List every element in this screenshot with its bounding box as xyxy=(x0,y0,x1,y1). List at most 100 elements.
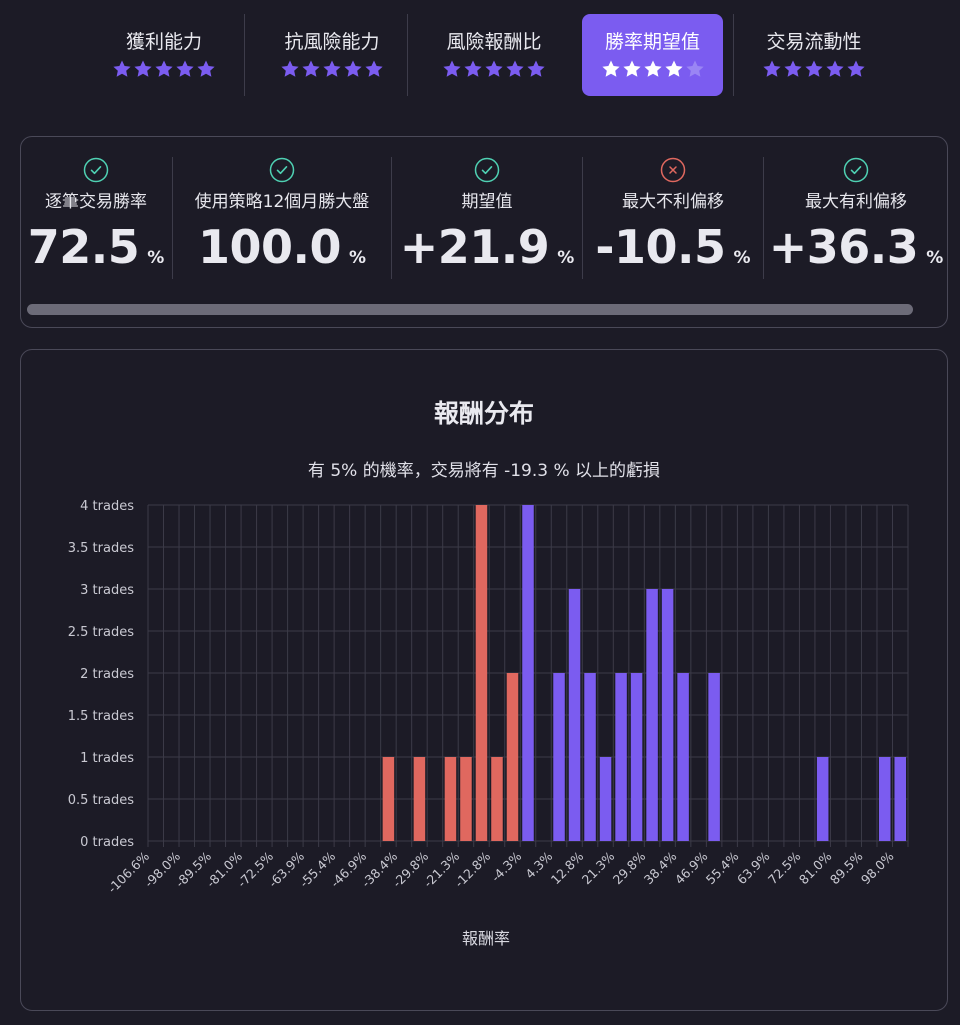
gain-bar xyxy=(522,505,534,841)
loss-bar xyxy=(506,673,519,841)
tab-win-rate-expectancy[interactable]: 勝率期望值 xyxy=(582,14,723,96)
star-filled-icon xyxy=(302,60,320,77)
loss-bar xyxy=(460,757,472,841)
star-empty-icon xyxy=(685,60,704,77)
tab-risk-reward[interactable]: 風險報酬比 xyxy=(418,14,570,96)
x-tick-label: 38.4% xyxy=(641,848,680,887)
y-tick-label: 3 trades xyxy=(80,583,134,598)
metric-divider xyxy=(763,157,764,279)
metric-number: 72.5 xyxy=(27,220,140,274)
star-filled-icon xyxy=(527,60,545,77)
star-filled-icon xyxy=(155,60,173,77)
metric-number: +21.9 xyxy=(399,220,550,274)
check-icon xyxy=(474,157,500,183)
check-icon xyxy=(83,157,109,183)
y-tick-label: 4 trades xyxy=(80,499,134,514)
star-filled-icon xyxy=(365,60,383,77)
metric-expectancy: 期望值 +21.9% xyxy=(392,157,582,281)
star-rating xyxy=(418,58,570,82)
star-filled-icon xyxy=(763,60,781,77)
metric-value: +36.3% xyxy=(764,223,948,282)
metric-label: 逐筆交易勝率 xyxy=(45,192,147,212)
star-filled-icon xyxy=(323,60,341,77)
loss-bar xyxy=(475,505,488,841)
x-tick-label: 12.8% xyxy=(548,848,587,887)
metric-value: 100.0% xyxy=(173,223,391,282)
star-filled-icon xyxy=(281,60,299,77)
metric-value: -10.5% xyxy=(583,223,763,282)
metrics-panel: 逐筆交易勝率 72.5% 使用策略12個月勝大盤 100.0% 期望值 +21.… xyxy=(20,136,948,328)
gain-bar xyxy=(708,673,720,841)
check-icon xyxy=(843,157,869,183)
gain-bar xyxy=(661,589,674,841)
metric-beat-market: 使用策略12個月勝大盤 100.0% xyxy=(173,157,391,281)
gain-bar xyxy=(584,673,596,841)
tab-label: 獲利能力 xyxy=(125,31,202,53)
star-filled-icon xyxy=(464,60,482,77)
metric-divider xyxy=(391,157,392,279)
metric-unit: % xyxy=(926,248,944,268)
x-tick-label: 98.0% xyxy=(858,848,897,887)
y-tick-label: 0.5 trades xyxy=(68,793,134,808)
star-filled-icon xyxy=(506,60,524,77)
x-tick-label: 21.3% xyxy=(579,848,618,887)
metric-unit: % xyxy=(733,248,751,268)
gain-bar xyxy=(816,757,829,841)
metric-value: +21.9% xyxy=(392,223,582,282)
x-tick-label: 55.4% xyxy=(703,848,742,887)
x-axis-label: 報酬率 xyxy=(462,929,510,948)
tab-liquidity[interactable]: 交易流動性 xyxy=(738,14,890,96)
gain-bar xyxy=(646,589,658,841)
loss-bar xyxy=(382,757,395,841)
metric-number: +36.3 xyxy=(768,220,919,274)
y-tick-label: 3.5 trades xyxy=(68,541,134,556)
star-rating xyxy=(582,58,723,82)
metric-unit: % xyxy=(348,248,367,268)
x-tick-label: 72.5% xyxy=(765,848,804,887)
chart-subtitle: 有 5% 的機率，交易將有 -19.3 % 以上的虧損 xyxy=(307,461,661,481)
star-filled-icon xyxy=(485,60,503,77)
chart-title: 報酬分布 xyxy=(433,399,534,428)
tab-profitability[interactable]: 獲利能力 xyxy=(94,14,234,96)
metric-label: 最大不利偏移 xyxy=(622,192,724,212)
metric-label: 最大有利偏移 xyxy=(805,192,907,212)
star-filled-icon xyxy=(643,60,662,77)
x-tick-label: 63.9% xyxy=(734,848,773,887)
y-tick-label: 2 trades xyxy=(80,667,134,682)
x-tick-label: -4.3% xyxy=(488,848,524,884)
x-tick-label: 89.5% xyxy=(827,848,866,887)
metric-label: 使用策略12個月勝大盤 xyxy=(194,192,370,212)
metric-max-adverse: 最大不利偏移 -10.5% xyxy=(583,157,763,281)
loss-bar xyxy=(444,757,457,841)
tab-label: 風險報酬比 xyxy=(446,31,542,53)
star-filled-icon xyxy=(134,60,152,77)
horizontal-scrollbar[interactable] xyxy=(27,304,913,315)
gain-bar xyxy=(878,757,891,841)
metric-value: 72.5% xyxy=(21,223,171,282)
gain-bar xyxy=(599,757,612,841)
metric-number: -10.5 xyxy=(595,220,726,274)
tab-label: 交易流動性 xyxy=(766,31,862,53)
y-tick-label: 1.5 trades xyxy=(68,709,134,724)
metric-divider xyxy=(582,157,583,279)
star-filled-icon xyxy=(176,60,194,77)
tab-label: 抗風險能力 xyxy=(284,31,380,53)
star-filled-icon xyxy=(784,60,802,77)
star-filled-icon xyxy=(622,60,641,77)
tab-divider xyxy=(244,14,245,96)
tab-risk-resistance[interactable]: 抗風險能力 xyxy=(256,14,408,96)
star-filled-icon xyxy=(443,60,461,77)
star-rating xyxy=(256,58,408,82)
metric-win-rate: 逐筆交易勝率 72.5% xyxy=(21,157,171,281)
star-rating xyxy=(738,58,890,82)
x-tick-label: 81.0% xyxy=(796,848,835,887)
star-rating xyxy=(94,58,234,82)
star-filled-icon xyxy=(847,60,865,77)
y-tick-label: 1 trades xyxy=(80,751,134,766)
star-filled-icon xyxy=(664,60,683,77)
gain-bar xyxy=(615,673,627,841)
return-distribution-panel: 報酬分布 有 5% 的機率，交易將有 -19.3 % 以上的虧損 0 trade… xyxy=(20,349,948,1011)
star-filled-icon xyxy=(805,60,823,77)
x-tick-label: 29.8% xyxy=(610,848,649,887)
